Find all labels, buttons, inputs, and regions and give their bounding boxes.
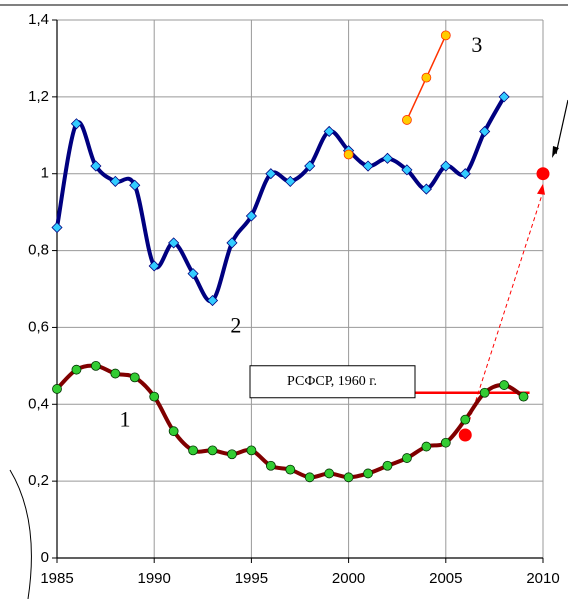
y-tick-label: 1: [41, 165, 49, 182]
y-tick-label: 0,4: [28, 395, 49, 412]
trend-arrow: [468, 191, 544, 422]
y-tick-label: 0: [41, 549, 49, 566]
x-tick-label: 1985: [40, 570, 73, 587]
marker: [402, 453, 412, 463]
marker: [52, 384, 62, 394]
marker: [168, 237, 180, 249]
x-tick-label: 1995: [235, 570, 268, 587]
marker: [246, 445, 257, 456]
marker: [458, 428, 472, 442]
y-tick-label: 1,2: [28, 88, 49, 105]
trend-arrow-head: [537, 183, 545, 195]
marker: [304, 472, 315, 483]
marker: [110, 368, 121, 379]
marker: [129, 372, 140, 383]
pointer-arrow: [555, 99, 568, 155]
marker: [362, 160, 374, 172]
marker: [343, 149, 354, 160]
marker: [206, 294, 219, 307]
annotation: 2: [230, 312, 241, 337]
marker: [343, 472, 354, 483]
marker: [245, 210, 257, 222]
marker: [460, 414, 471, 425]
marker: [187, 268, 199, 280]
marker: [518, 391, 529, 402]
y-tick-label: 0,8: [28, 242, 49, 259]
marker: [401, 164, 413, 176]
marker: [284, 175, 296, 187]
marker: [148, 260, 160, 272]
marker: [363, 468, 373, 479]
marker: [129, 179, 141, 191]
marker: [265, 168, 277, 180]
marker: [420, 183, 432, 195]
marker: [498, 91, 510, 103]
marker: [459, 168, 471, 180]
annotation: 3: [471, 32, 482, 57]
x-tick-label: 2010: [526, 570, 559, 587]
marker: [207, 445, 218, 456]
marker: [382, 460, 393, 471]
marker: [323, 125, 335, 138]
marker: [168, 426, 179, 437]
annotation: 1: [120, 407, 131, 432]
bracket: [9, 469, 32, 599]
marker: [285, 464, 296, 475]
marker: [479, 125, 491, 138]
marker: [226, 237, 238, 249]
marker: [324, 468, 335, 479]
marker: [70, 118, 83, 130]
marker: [90, 160, 102, 172]
marker: [421, 72, 432, 83]
marker: [499, 380, 510, 390]
marker: [265, 460, 276, 471]
x-tick-label: 2005: [429, 570, 462, 587]
pointer-arrow-head: [552, 146, 559, 158]
x-tick-label: 2000: [332, 570, 365, 587]
x-tick-label: 1990: [138, 570, 171, 587]
marker: [421, 441, 432, 452]
marker: [90, 360, 101, 371]
marker: [381, 152, 394, 164]
y-tick-label: 0,6: [28, 318, 49, 335]
marker: [304, 160, 316, 172]
marker: [440, 437, 451, 448]
series-line: [55, 95, 506, 304]
y-tick-label: 0,2: [28, 472, 49, 489]
marker: [227, 449, 237, 460]
marker: [402, 115, 412, 125]
marker: [51, 221, 63, 234]
marker: [149, 391, 160, 402]
marker: [536, 167, 550, 181]
marker: [440, 30, 451, 41]
reference-box: [249, 365, 416, 399]
marker: [479, 387, 490, 398]
marker: [440, 160, 452, 172]
reference-label: РСФСР, 1960 г.: [287, 374, 377, 389]
y-tick-label: 1,4: [28, 11, 49, 28]
marker: [71, 364, 82, 375]
marker: [109, 175, 121, 187]
marker: [188, 445, 198, 456]
